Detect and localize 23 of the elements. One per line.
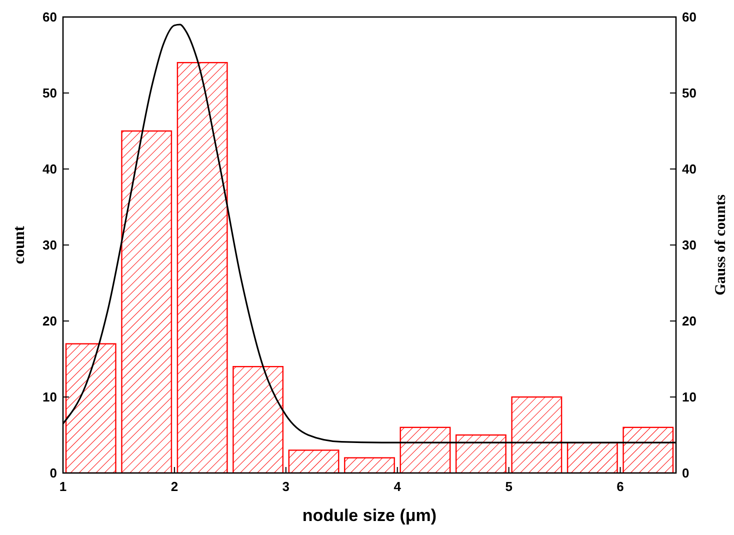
y2-tick-label: 40 [682, 162, 696, 176]
x-tick-label: 6 [616, 479, 624, 494]
y2-tick-label: 30 [682, 238, 696, 252]
x-tick-label: 1 [59, 479, 67, 494]
y2-tick-label: 10 [682, 390, 696, 404]
y2-tick-label: 20 [682, 314, 696, 328]
x-tick-label: 2 [170, 479, 178, 494]
y-tick-label: 40 [42, 162, 57, 176]
y-tick-label: 10 [42, 390, 57, 404]
y2-tick-label: 60 [682, 10, 696, 24]
y2-axis-title: Gauss of counts [713, 194, 729, 296]
x-tick-label: 3 [282, 479, 290, 494]
y-tick-label: 20 [42, 314, 57, 328]
y-tick-label: 50 [42, 86, 57, 100]
x-tick-label: 5 [505, 479, 512, 494]
y-axis-title: count [11, 225, 28, 264]
x-tick-label: 4 [394, 479, 402, 494]
y2-tick-label: 50 [682, 86, 696, 100]
x-axis-title: nodule size (μm) [302, 506, 437, 525]
y2-tick-label: 0 [682, 466, 690, 480]
y-tick-label: 0 [50, 466, 57, 480]
y-tick-label: 60 [42, 10, 57, 24]
y-tick-label: 30 [42, 238, 57, 252]
